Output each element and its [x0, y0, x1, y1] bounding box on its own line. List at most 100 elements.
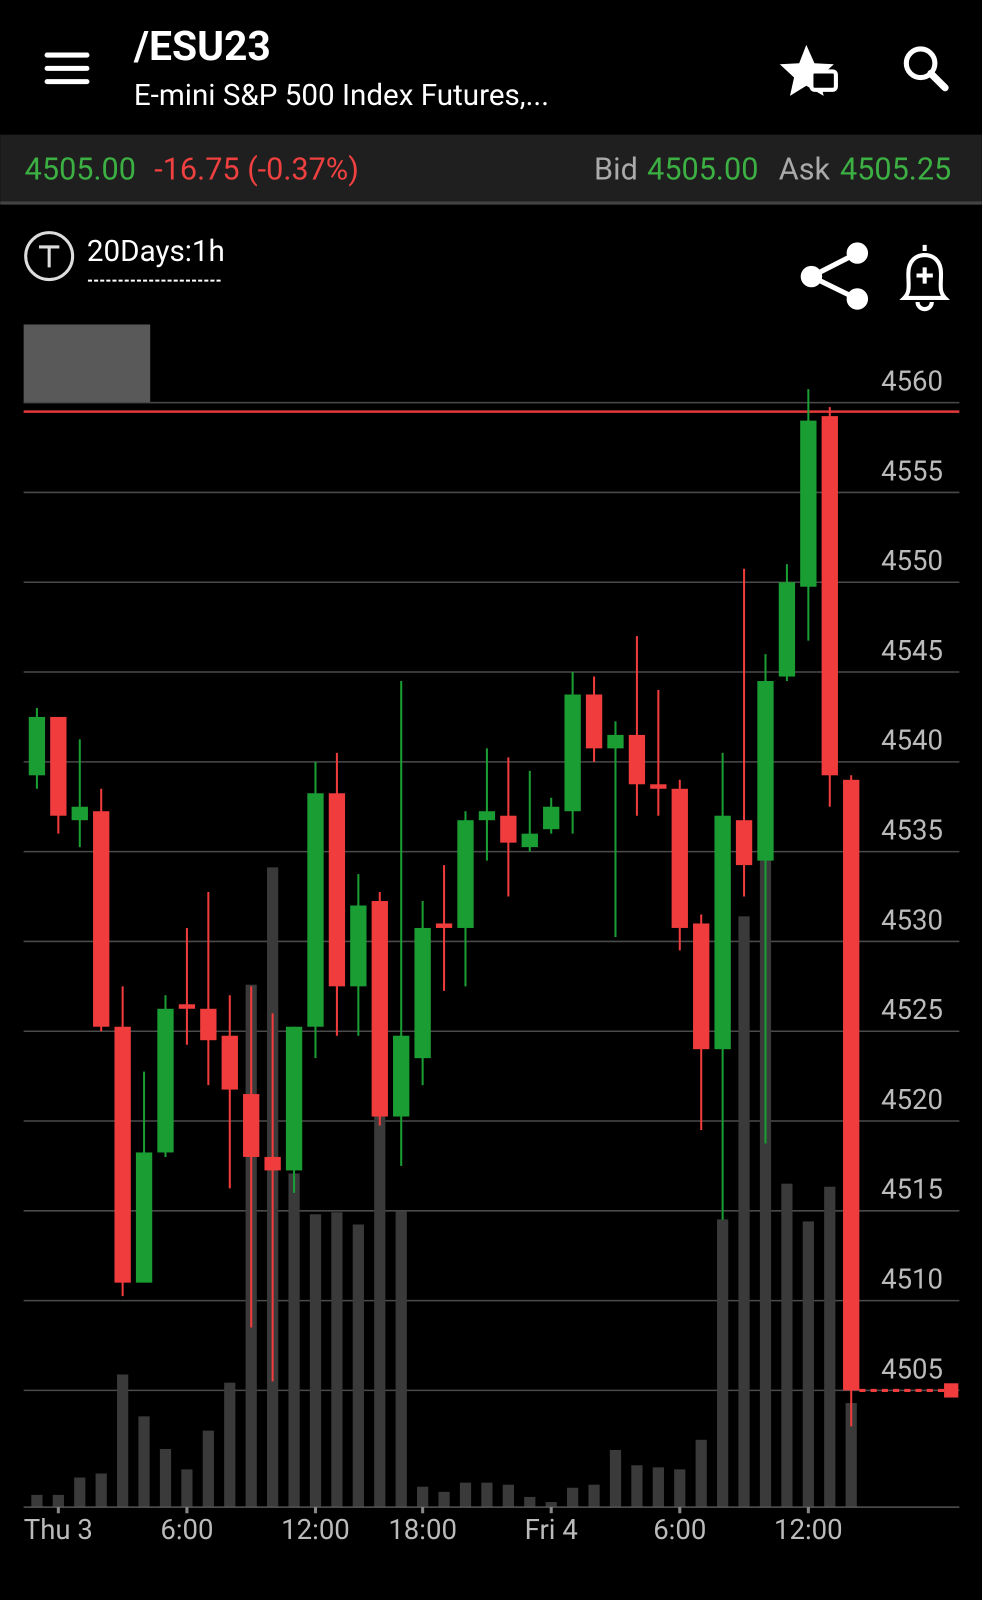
candle-body: [564, 694, 581, 812]
x-tick-label: 6:00: [160, 1513, 213, 1546]
y-tick-label: 4520: [881, 1083, 943, 1116]
candle-body: [328, 793, 346, 987]
y-tick-label: 4505: [881, 1352, 943, 1385]
alert-button[interactable]: [899, 244, 951, 312]
ask-price: 4505.25: [840, 153, 951, 188]
description: E-mini S&P 500 Index Futures,...: [134, 79, 549, 113]
candle-body: [114, 1026, 131, 1283]
bid-label: Bid: [594, 153, 638, 188]
timeframe-selector[interactable]: 20Days:1h: [87, 235, 225, 282]
candle-body: [285, 1026, 303, 1171]
volume-bar: [438, 1491, 450, 1508]
y-tick-label: 4525: [881, 993, 943, 1026]
candle-body: [821, 416, 838, 776]
volume-bar: [717, 1219, 729, 1508]
bell-plus: [916, 267, 933, 284]
price-change: -16.75 (-0.37%): [154, 153, 359, 188]
y-tick-label: 4515: [881, 1173, 943, 1206]
volume-bar: [845, 1403, 857, 1508]
volume-bar: [224, 1382, 236, 1508]
candle-body: [650, 784, 667, 789]
candle-body: [221, 1035, 238, 1090]
candle-body: [50, 716, 67, 816]
timeframe: 20Days:1h: [87, 235, 225, 269]
volume-bar: [481, 1482, 493, 1508]
volume-bar: [567, 1487, 579, 1508]
x-tick-label: 18:00: [388, 1513, 457, 1546]
candle-body: [778, 582, 796, 677]
candle-body: [628, 734, 646, 785]
x-tick-label: 12:00: [774, 1513, 843, 1546]
search-circle: [903, 46, 938, 81]
ask-label: Ask: [779, 153, 831, 188]
volume-bar: [159, 1448, 172, 1508]
minus-box: [809, 69, 838, 92]
candle-body: [371, 901, 388, 1117]
y-tick-label: 4555: [881, 454, 943, 487]
candle-body: [735, 820, 753, 866]
volume-bar: [117, 1374, 129, 1508]
volume-bar: [74, 1477, 86, 1508]
quote-bar: [0, 134, 982, 203]
volume-bar: [652, 1467, 664, 1508]
share-node: [846, 288, 869, 310]
bell: [899, 244, 951, 300]
candle-body: [757, 681, 774, 861]
candle-body: [435, 923, 453, 928]
candle-body: [307, 793, 324, 1027]
candle-body: [500, 815, 517, 843]
candle-body: [478, 811, 496, 821]
last-price-marker: [944, 1383, 959, 1398]
candle-body: [607, 734, 624, 749]
volume-bar: [331, 1212, 343, 1508]
volume-bar: [502, 1484, 514, 1508]
volume-bar: [738, 916, 750, 1508]
candle-body: [200, 1008, 217, 1041]
trade-button[interactable]: [24, 231, 75, 282]
volume-bar: [609, 1450, 622, 1508]
share-node: [800, 265, 823, 288]
volume-bar: [759, 859, 772, 1508]
menu-button[interactable]: [44, 52, 90, 85]
candle-body: [585, 694, 603, 749]
y-tick-label: 4550: [881, 544, 943, 577]
volume-bar: [288, 1173, 300, 1508]
bid-price: 4505.00: [647, 153, 758, 188]
candle-body: [714, 815, 731, 1050]
search-button[interactable]: [903, 46, 949, 92]
trade-t: [38, 245, 60, 268]
candle-body: [28, 716, 46, 776]
share-button[interactable]: [800, 242, 869, 310]
candle-body: [264, 1156, 281, 1171]
watchlist-button[interactable]: [779, 44, 838, 96]
candle-body: [843, 779, 860, 1391]
candle-body: [350, 905, 367, 987]
x-tick-label: Fri 4: [525, 1513, 578, 1546]
candle-body: [157, 1008, 174, 1153]
trade-circle: [24, 231, 75, 282]
volume-bar: [695, 1439, 707, 1508]
candle-body: [693, 923, 710, 1050]
share-node: [846, 242, 869, 264]
overlay-box: [23, 324, 151, 404]
volume-bar: [52, 1494, 64, 1508]
volume-bar: [31, 1494, 43, 1508]
symbol: /ESU23: [133, 22, 271, 70]
volume-bar: [588, 1484, 600, 1508]
y-tick-label: 4510: [881, 1263, 943, 1296]
candle-body: [543, 806, 560, 830]
x-tick-label: Thu 3: [24, 1513, 93, 1546]
volume-bar: [545, 1502, 557, 1508]
volume-bar: [395, 1211, 407, 1508]
search-handle: [927, 69, 949, 92]
last-price: 4505.00: [25, 153, 136, 188]
y-tick-label: 4545: [881, 634, 943, 667]
volume-bar: [352, 1224, 364, 1508]
candle-body: [393, 1035, 410, 1117]
volume-bar: [95, 1473, 107, 1508]
candle-body: [414, 927, 431, 1059]
volume-bar: [802, 1221, 814, 1508]
volume-bar: [138, 1416, 150, 1508]
volume-bar: [309, 1214, 322, 1508]
